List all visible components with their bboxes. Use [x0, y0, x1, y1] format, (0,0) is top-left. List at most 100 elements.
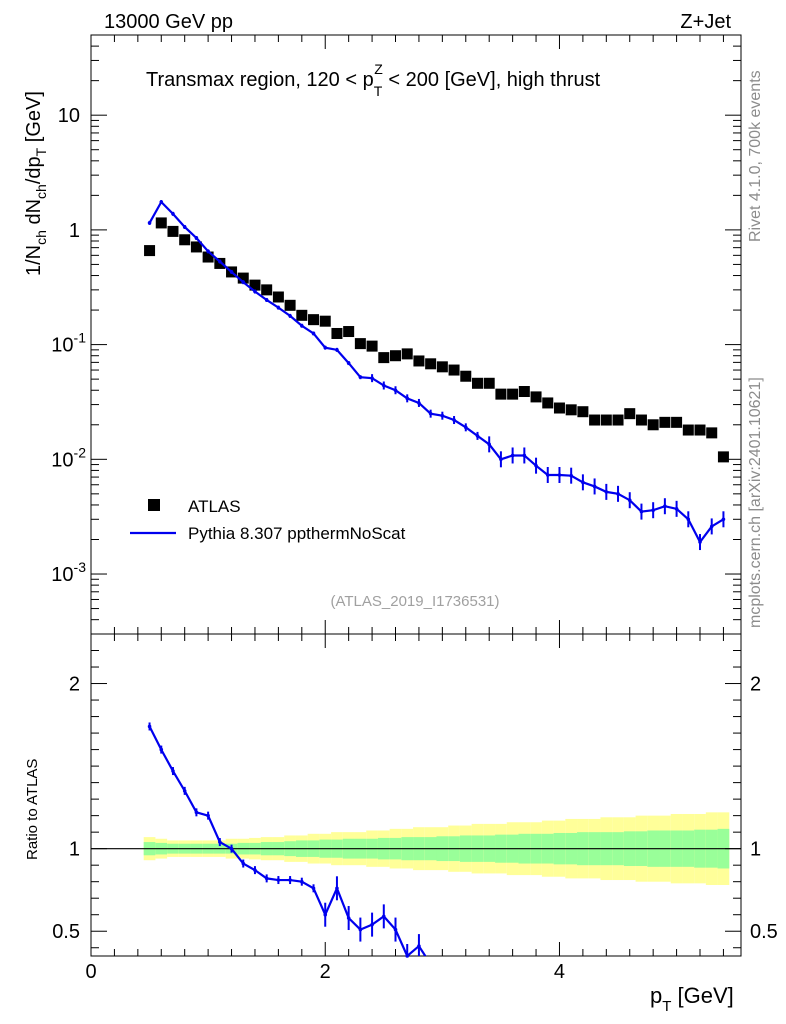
- mc-point: [545, 473, 550, 477]
- atlas-point: [635, 414, 647, 426]
- atlas-point: [530, 391, 542, 403]
- mc-point: [709, 524, 714, 529]
- atlas-point: [284, 299, 296, 311]
- axis-ticks: 0 2 4 10-3 10-2 10-1 1 10 0.5 0.5 1 1 2 2: [51, 34, 778, 983]
- mc-point: [393, 388, 398, 393]
- mc-point: [335, 348, 339, 352]
- ratio-mc-point: [171, 769, 175, 773]
- ratio-mc-point: [253, 868, 257, 872]
- mc-point: [534, 463, 538, 468]
- mc-point: [241, 280, 246, 284]
- mc-point: [686, 517, 691, 522]
- atlas-point: [671, 416, 683, 428]
- atlas-point: [436, 361, 448, 373]
- atlas-point: [565, 404, 577, 416]
- plot-frames: [90, 34, 742, 957]
- atlas-point: [378, 352, 390, 364]
- mc-point: [253, 289, 257, 294]
- atlas-point: [471, 377, 483, 389]
- atlas-point: [694, 424, 706, 436]
- ratio-mc-point: [159, 747, 164, 752]
- ratio-mc-point: [194, 810, 199, 815]
- plot-title-tail: < 200 [GeV], high thrust: [383, 69, 601, 91]
- mc-point: [381, 383, 386, 388]
- mc-point: [499, 457, 503, 462]
- mc-point: [475, 434, 480, 438]
- mc-point: [218, 259, 222, 264]
- ratio-mc-point: [381, 914, 386, 919]
- y-axis-label: 1/Nch dNch/dpT [GeV]: [23, 91, 49, 276]
- atlas-point: [331, 327, 343, 339]
- ratio-mc-point: [241, 861, 246, 866]
- x-tick-label: 4: [554, 961, 565, 983]
- atlas-point: [272, 291, 284, 303]
- mc-point: [323, 345, 328, 350]
- mc-point: [194, 236, 199, 240]
- analysis-id: (ATLAS_2019_I1736531): [330, 593, 499, 610]
- energy-label: 13000 GeV pp: [104, 11, 233, 33]
- ratio-y-axis-label: Ratio to ATLAS: [24, 759, 41, 860]
- y-tick-label: 10: [58, 105, 80, 127]
- legend-data-label: ATLAS: [188, 497, 241, 516]
- mc-point: [300, 323, 304, 328]
- plot-title: Transmax region, 120 < pTZ < 200 [GeV], …: [146, 61, 601, 99]
- atlas-point: [296, 309, 308, 321]
- mcplots-info: mcplots.cern.ch [arXiv:2401.10621]: [747, 377, 764, 628]
- mc-point: [592, 484, 597, 489]
- ratio-mc-point: [346, 916, 351, 920]
- ratio-mc-point: [182, 789, 187, 793]
- atlas-point: [202, 251, 214, 263]
- atlas-point: [390, 350, 402, 362]
- mc-point: [674, 507, 679, 511]
- atlas-point: [542, 397, 554, 409]
- mc-point: [616, 492, 620, 496]
- mc-point: [206, 249, 210, 254]
- plot-title-text: Transmax region, 120 < p: [146, 69, 374, 91]
- atlas-point: [413, 355, 425, 367]
- ratio-uncertainty-bands: [91, 812, 741, 885]
- atlas-point: [425, 358, 437, 370]
- ratio-mc-point: [276, 878, 281, 882]
- atlas-point: [647, 419, 659, 431]
- ratio-tick-label-right: 1: [750, 839, 761, 861]
- ratio-plot-frame: [90, 633, 742, 957]
- ratio-mc-point: [405, 954, 410, 958]
- mc-point: [370, 376, 374, 380]
- ratio-mc-point: [229, 846, 234, 851]
- ratio-tick-label-left: 0.5: [52, 921, 80, 943]
- mc-point: [487, 442, 491, 447]
- mc-point: [440, 413, 445, 418]
- y-tick-label: 10-3: [51, 559, 86, 586]
- ratio-mc-point: [300, 879, 304, 884]
- atlas-point: [237, 272, 249, 284]
- atlas-point: [167, 225, 179, 237]
- atlas-point: [460, 370, 472, 382]
- atlas-point: [577, 406, 589, 418]
- mc-point: [651, 508, 655, 513]
- atlas-point: [155, 217, 167, 229]
- ratio-mc-point: [358, 927, 363, 932]
- atlas-point: [179, 234, 191, 246]
- atlas-point: [706, 427, 718, 439]
- mc-point: [569, 473, 573, 478]
- mc-point: [627, 498, 632, 503]
- ratio-mc-point: [335, 886, 339, 891]
- mc-point: [721, 517, 726, 522]
- mc-point: [311, 331, 316, 336]
- ratio-mc-point: [147, 724, 152, 729]
- ratio-mc-point: [288, 878, 292, 882]
- atlas-point: [518, 386, 530, 398]
- ratio-mc-point: [264, 876, 269, 881]
- ratio-tick-label-right: 2: [750, 674, 761, 696]
- mc-point: [229, 270, 234, 274]
- atlas-point: [495, 388, 507, 400]
- mc-point: [276, 305, 281, 310]
- y-tick-label: 10-2: [51, 444, 86, 471]
- rivet-info: Rivet 4.1.0, 700k events: [747, 70, 764, 242]
- atlas-point: [589, 414, 601, 426]
- ratio-mc-point: [370, 922, 374, 927]
- x-tick-label: 0: [85, 961, 96, 983]
- mc-point: [639, 509, 644, 514]
- mc-point: [159, 200, 164, 204]
